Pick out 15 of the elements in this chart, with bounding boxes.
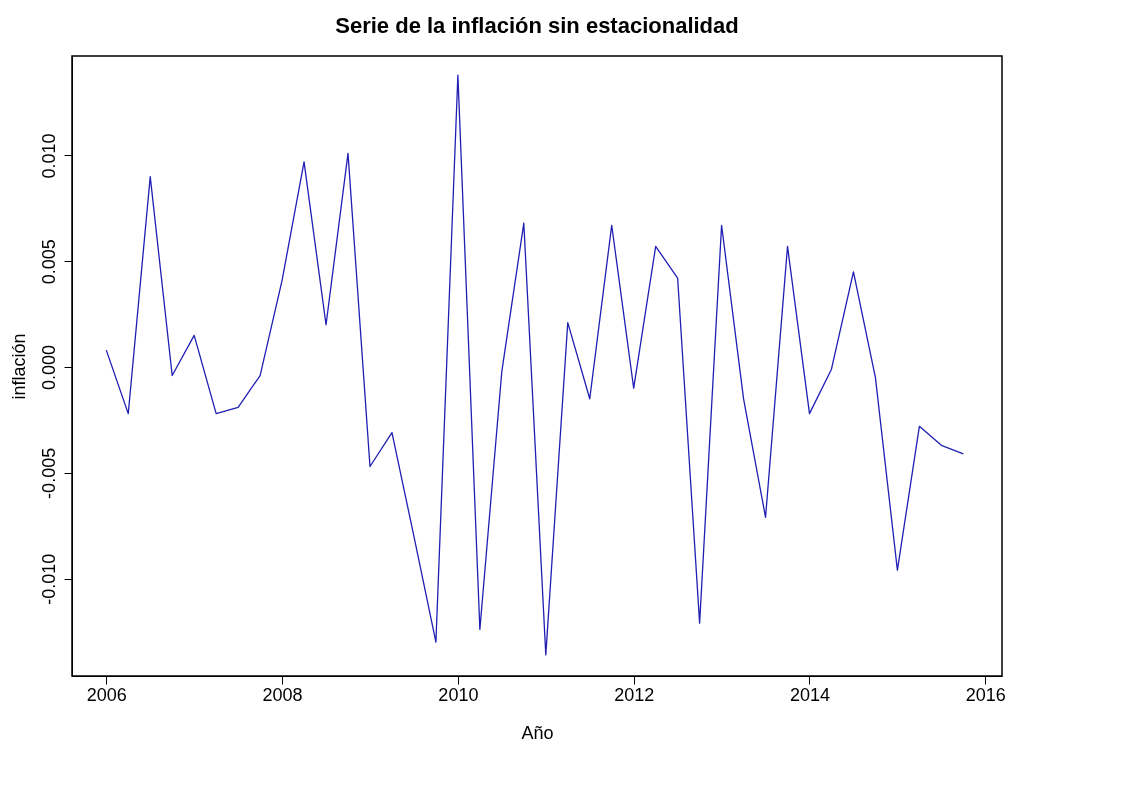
chart-title: Serie de la inflación sin estacionalidad [335, 13, 739, 38]
y-tick-label: -0.005 [38, 447, 59, 499]
x-tick-label: 2008 [262, 684, 303, 705]
x-tick-label: 2010 [438, 684, 479, 705]
y-tick-label: 0.005 [38, 239, 59, 285]
x-tick-label: 2016 [965, 684, 1006, 705]
x-tick-label: 2012 [614, 684, 655, 705]
x-axis-title: Año [521, 722, 554, 743]
y-tick-label: 0.000 [38, 345, 59, 391]
y-tick-label: -0.010 [38, 553, 59, 605]
line-series [105, 74, 964, 656]
y-axis-title: inflación [8, 333, 29, 400]
y-tick-label: 0.010 [38, 133, 59, 179]
x-tick-label: 2006 [86, 684, 127, 705]
x-tick-label: 2014 [789, 684, 831, 705]
